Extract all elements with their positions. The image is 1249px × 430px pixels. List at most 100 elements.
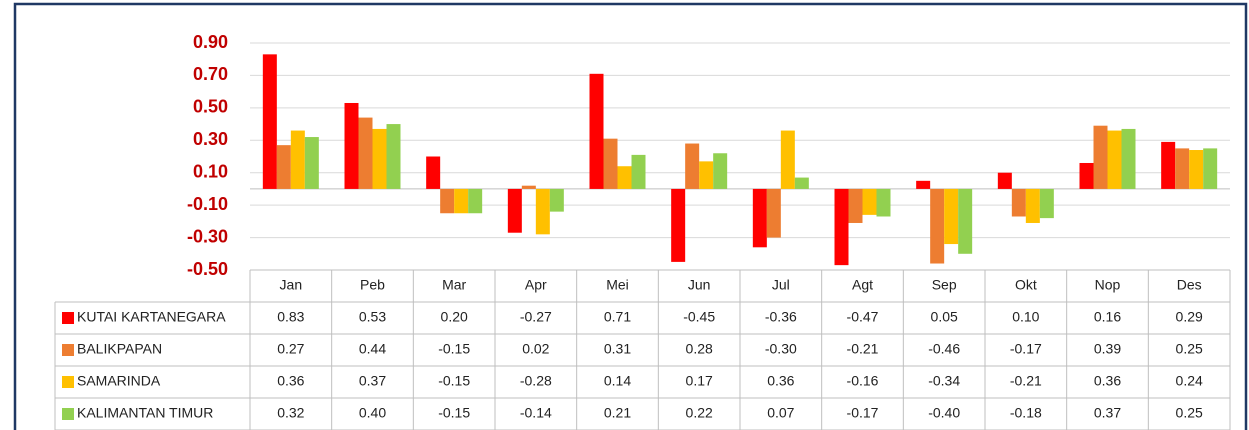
table-cell: -0.21: [847, 341, 879, 357]
bar: [713, 153, 728, 189]
x-tick-label: Sep: [932, 277, 957, 293]
bar: [603, 138, 618, 189]
legend-swatch: [62, 376, 74, 388]
bar: [1121, 128, 1136, 189]
table-cell: -0.17: [1010, 341, 1042, 357]
y-tick-label: 0.30: [193, 129, 228, 149]
bar: [1161, 141, 1176, 189]
bar: [780, 130, 795, 189]
x-tick-label: Jul: [772, 277, 790, 293]
bar: [440, 188, 455, 214]
bar: [1079, 162, 1094, 189]
bar: [617, 166, 632, 189]
bar: [944, 188, 959, 245]
table-cell: 0.21: [604, 405, 631, 421]
table-cell: 0.36: [1094, 373, 1121, 389]
y-tick-label: -0.50: [187, 259, 228, 279]
table-cell: 0.17: [686, 373, 713, 389]
bar: [766, 188, 781, 238]
table-cell: 0.07: [767, 405, 794, 421]
bar: [549, 188, 564, 212]
bar: [372, 128, 387, 189]
table-cell: -0.27: [520, 309, 552, 325]
x-tick-label: Nop: [1095, 277, 1121, 293]
bar: [386, 124, 401, 189]
table-cell: -0.17: [847, 405, 879, 421]
bar: [454, 188, 469, 214]
y-tick-label: 0.70: [193, 64, 228, 84]
legend-swatch: [62, 344, 74, 356]
table-cell: 0.14: [604, 373, 631, 389]
x-tick-label: Agt: [852, 277, 873, 293]
x-tick-label: Jan: [280, 277, 303, 293]
table-cell: 0.25: [1176, 341, 1203, 357]
bar: [958, 188, 973, 254]
table-cell: -0.14: [520, 405, 552, 421]
bar: [1107, 130, 1122, 189]
bar: [862, 188, 877, 215]
legend-label: SAMARINDA: [77, 373, 161, 389]
bar: [426, 156, 441, 189]
x-tick-label: Jun: [688, 277, 711, 293]
legend-label: KUTAI KARTANEGARA: [77, 309, 226, 325]
table-cell: 0.16: [1094, 309, 1121, 325]
bar: [276, 145, 291, 189]
bar: [507, 188, 522, 233]
legend-label: KALIMANTAN TIMUR: [77, 405, 213, 421]
table-cell: 0.20: [441, 309, 468, 325]
table-cell: 0.37: [359, 373, 386, 389]
bar: [1039, 188, 1054, 219]
table-cell: 0.53: [359, 309, 386, 325]
table-cell: -0.47: [847, 309, 879, 325]
bar: [685, 143, 700, 189]
bar: [1011, 188, 1026, 217]
y-tick-label: 0.10: [193, 161, 228, 181]
table-cell: -0.28: [520, 373, 552, 389]
legend-swatch: [62, 408, 74, 420]
legend-swatch: [62, 312, 74, 324]
table-cell: 0.40: [359, 405, 386, 421]
bar: [535, 188, 550, 235]
x-tick-label: Mei: [606, 277, 629, 293]
table-cell: -0.45: [683, 309, 715, 325]
table-cell: 0.29: [1176, 309, 1203, 325]
y-tick-label: -0.30: [187, 226, 228, 246]
bar: [834, 188, 849, 266]
table-cell: -0.16: [847, 373, 879, 389]
bar: [1175, 148, 1190, 189]
bar: [468, 188, 483, 214]
table-cell: -0.21: [1010, 373, 1042, 389]
bar: [262, 54, 277, 189]
bar: [997, 172, 1012, 189]
table-cell: -0.15: [438, 405, 470, 421]
table-cell: 0.10: [1012, 309, 1039, 325]
bar: [1203, 148, 1218, 189]
bar: [304, 137, 319, 189]
table-cell: 0.36: [277, 373, 304, 389]
x-tick-label: Mar: [442, 277, 466, 293]
bar: [521, 185, 536, 189]
bar: [589, 73, 604, 189]
table-cell: 0.05: [931, 309, 958, 325]
table-cell: 0.83: [277, 309, 304, 325]
bar: [344, 102, 359, 189]
table-cell: 0.39: [1094, 341, 1121, 357]
bar: [671, 188, 686, 262]
table-cell: 0.25: [1176, 405, 1203, 421]
bar: [752, 188, 767, 248]
table-cell: 0.36: [767, 373, 794, 389]
x-tick-label: Peb: [360, 277, 385, 293]
table-cell: -0.15: [438, 373, 470, 389]
table-cell: 0.71: [604, 309, 631, 325]
table-cell: 0.44: [359, 341, 386, 357]
bar: [290, 130, 305, 189]
bar: [699, 161, 714, 189]
bar: [848, 188, 863, 223]
table-cell: -0.46: [928, 341, 960, 357]
bar: [631, 154, 646, 189]
y-tick-label: 0.50: [193, 97, 228, 117]
table-cell: 0.37: [1094, 405, 1121, 421]
table-cell: -0.36: [765, 309, 797, 325]
